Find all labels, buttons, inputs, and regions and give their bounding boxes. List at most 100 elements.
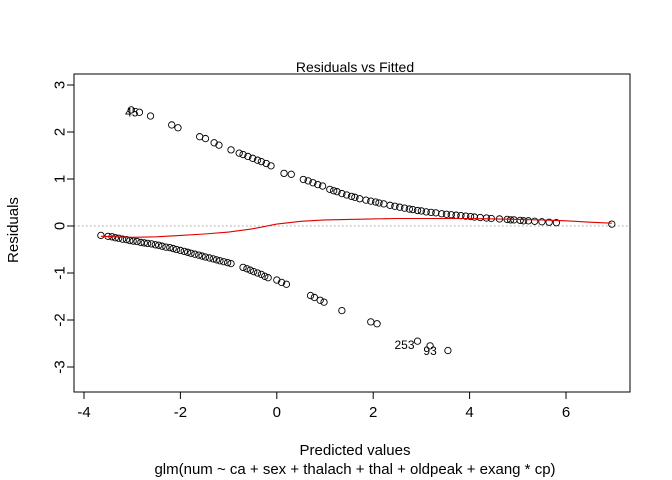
residual-point	[309, 179, 317, 187]
residual-point	[444, 346, 452, 355]
residual-point	[282, 280, 291, 288]
residual-point	[151, 241, 159, 249]
y-tick-label: -2	[52, 313, 69, 326]
outlier-label: 93	[423, 344, 437, 358]
residual-point	[155, 241, 163, 249]
y-tick-label: 2	[52, 128, 69, 136]
residual-point	[262, 159, 270, 168]
residual-point	[261, 272, 269, 280]
residual-point	[176, 246, 185, 255]
x-tick-label: 4	[465, 404, 473, 421]
residual-point	[333, 188, 341, 196]
residual-point	[506, 216, 515, 224]
residual-point	[122, 235, 131, 244]
residual-point	[216, 257, 224, 265]
residual-point	[314, 180, 322, 189]
residual-point	[198, 252, 206, 260]
residual-point	[127, 106, 135, 114]
residual-point	[552, 219, 561, 227]
residual-point	[180, 247, 188, 256]
residual-point	[133, 237, 141, 246]
residual-point	[373, 320, 381, 328]
residual-point	[310, 293, 319, 302]
residual-point	[264, 274, 272, 282]
residual-point	[343, 191, 351, 199]
y-tick-label: 0	[52, 222, 69, 230]
residual-point	[367, 197, 375, 205]
residual-point	[253, 156, 262, 164]
residual-point	[183, 248, 192, 256]
residual-point	[426, 342, 434, 350]
residual-point	[97, 231, 105, 240]
residual-point	[386, 201, 394, 209]
residual-point	[187, 249, 195, 257]
residual-point	[338, 306, 346, 315]
residual-point	[191, 250, 199, 258]
residual-point	[227, 146, 235, 154]
residual-point	[243, 265, 251, 273]
residual-point	[209, 255, 217, 263]
residual-point	[347, 192, 356, 201]
residual-point	[246, 266, 254, 274]
residual-point	[330, 187, 338, 195]
residual-point	[201, 253, 210, 261]
residual-point	[223, 259, 232, 267]
residual-point	[267, 162, 275, 170]
residual-point	[405, 205, 413, 213]
residual-point	[320, 298, 328, 306]
residual-point	[212, 256, 221, 264]
residual-point	[545, 218, 553, 226]
y-tick-label: 3	[52, 81, 69, 89]
residual-point	[201, 134, 210, 143]
x-tick-label: -4	[77, 404, 90, 421]
y-tick-label: -1	[52, 266, 69, 279]
residual-point	[168, 121, 176, 129]
residual-point	[195, 251, 203, 259]
residual-point	[362, 196, 370, 204]
outlier-label: 45	[125, 105, 139, 119]
residual-point	[227, 259, 235, 268]
residual-point	[413, 337, 422, 345]
chart-title: Residuals vs Fitted	[296, 59, 414, 75]
residual-point	[466, 212, 475, 221]
outlier-label: 253	[395, 338, 415, 352]
residual-point	[158, 242, 166, 250]
x-axis: -4 -2 0 2 4 6	[77, 391, 570, 421]
residual-point	[326, 185, 334, 193]
residual-point	[409, 205, 417, 214]
residual-point	[140, 239, 148, 247]
residual-point	[462, 212, 470, 220]
residual-point	[147, 240, 156, 248]
residual-point	[129, 237, 137, 245]
residual-point	[396, 203, 404, 211]
residual-point	[417, 207, 426, 215]
residual-point	[249, 154, 257, 162]
residual-point	[273, 276, 281, 284]
residual-point	[277, 278, 286, 287]
residual-point	[239, 263, 247, 272]
y-axis-label: Residuals	[5, 197, 22, 263]
residual-point	[174, 124, 182, 132]
residual-point	[400, 204, 409, 212]
residual-point	[304, 177, 312, 185]
residual-point	[235, 149, 243, 157]
residual-point	[169, 244, 177, 253]
residual-point	[257, 157, 266, 166]
residual-point	[538, 218, 546, 226]
residual-point	[220, 258, 228, 266]
y-tick-label: 1	[52, 175, 69, 183]
residual-point	[137, 238, 145, 247]
residual-point	[608, 220, 616, 228]
residual-point	[299, 175, 307, 184]
residual-point	[210, 139, 218, 147]
residual-points	[97, 106, 616, 355]
residual-point	[375, 199, 383, 207]
residual-point	[146, 112, 155, 120]
residual-point	[427, 208, 435, 217]
residual-point	[470, 213, 479, 221]
point-labels: 45 253 93	[125, 105, 437, 358]
residual-point	[432, 209, 440, 217]
smooth-curve-group	[100, 217, 612, 238]
residual-point	[215, 141, 223, 149]
